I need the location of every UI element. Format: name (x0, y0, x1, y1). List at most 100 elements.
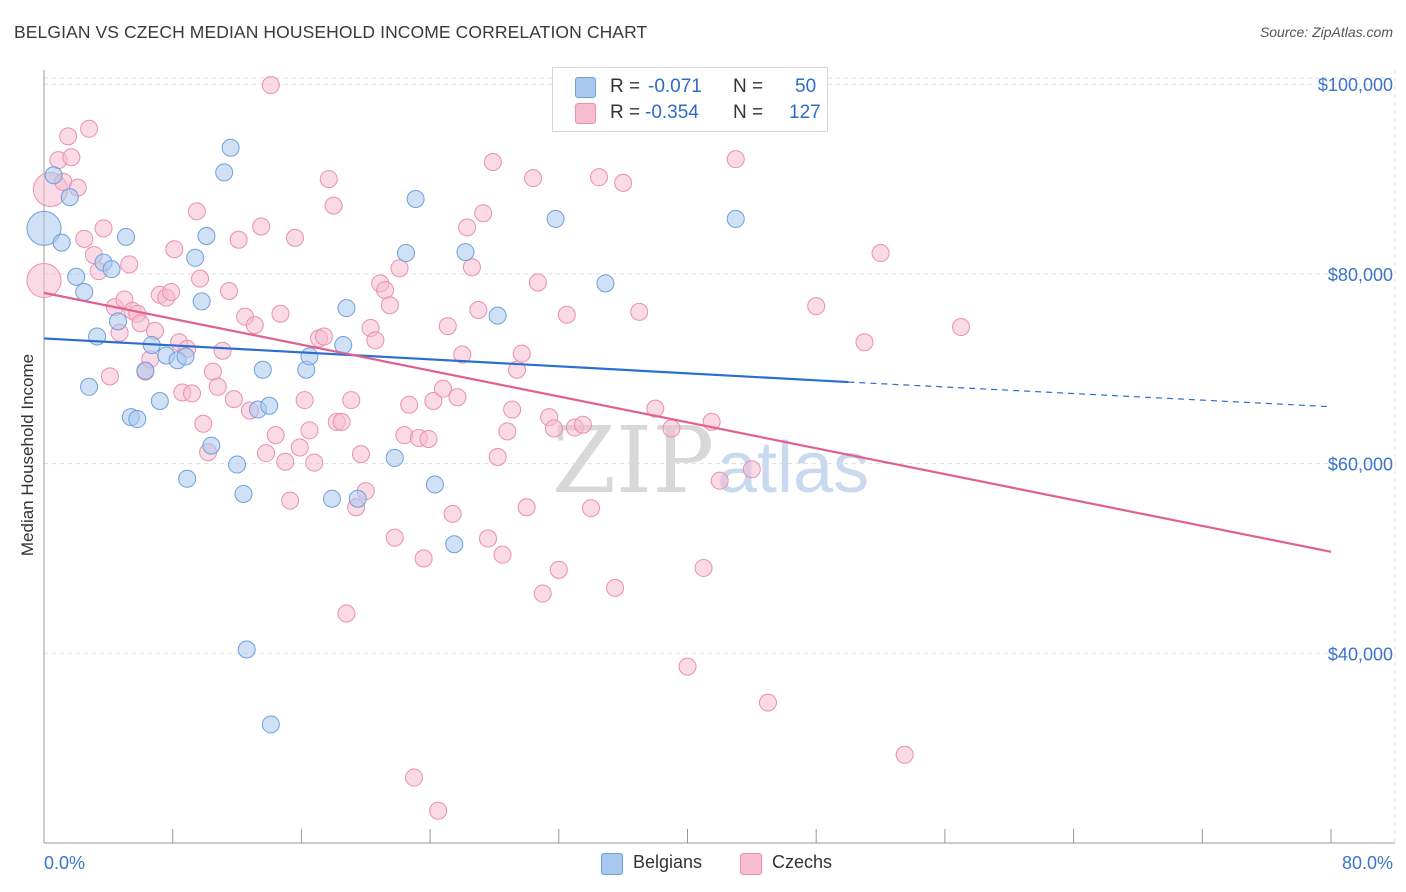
czech-point (524, 169, 543, 188)
belgian-point (202, 436, 221, 455)
watermark-atlas: atlas (717, 428, 869, 508)
czech-point (438, 317, 457, 336)
chart-title: BELGIAN VS CZECH MEDIAN HOUSEHOLD INCOME… (14, 22, 648, 42)
czech-point (646, 399, 665, 418)
czech-point (75, 229, 94, 248)
czech-point (871, 244, 890, 263)
czech-point (453, 345, 472, 364)
belgian-point (52, 233, 71, 252)
belgian-point (726, 209, 745, 228)
r-label: R = (610, 102, 641, 123)
belgian-point (192, 292, 211, 311)
czech-point (390, 259, 409, 278)
czechs-points (26, 76, 970, 820)
czech-point (324, 196, 343, 215)
n-label: N = (733, 76, 764, 97)
r-value-belgians: -0.071 (648, 76, 702, 97)
czech-point (376, 281, 395, 300)
czech-point (405, 768, 424, 787)
y-tick-label: $60,000 (1328, 455, 1393, 475)
belgian-point (176, 347, 195, 366)
czech-point (493, 545, 512, 564)
belgian-point (26, 210, 62, 246)
czech-point (131, 314, 150, 333)
belgian-point (488, 306, 507, 325)
czech-point (400, 395, 419, 414)
belgian-point (425, 475, 444, 494)
belgian-point (261, 715, 280, 734)
czech-point (614, 173, 633, 192)
belgian-point (109, 312, 128, 331)
czech-point (710, 471, 729, 490)
belgian-point (60, 188, 79, 207)
x-tick-label: 80.0% (1342, 853, 1393, 873)
x-tick-label: 0.0% (44, 853, 85, 873)
czech-point (191, 269, 210, 288)
czech-point (855, 333, 874, 352)
belgian-point (197, 226, 216, 245)
czech-point (220, 281, 239, 300)
czech-point (276, 452, 295, 471)
czech-point (549, 560, 568, 579)
n-label: N = (733, 102, 764, 123)
czech-point (80, 119, 99, 138)
czech-point (414, 549, 433, 568)
belgian-point (546, 209, 565, 228)
belgian-point (136, 361, 155, 380)
czech-point (224, 390, 243, 409)
czech-point (726, 150, 745, 169)
czech-point (295, 391, 314, 410)
belgian-point (117, 227, 136, 246)
belgian-point (385, 448, 404, 467)
czech-point (503, 400, 522, 419)
czechs-trend-line (43, 291, 1332, 553)
czech-point (165, 240, 184, 259)
czech-point (433, 379, 452, 398)
trend-lines (43, 291, 1332, 553)
belgian-point (445, 535, 464, 554)
chart-source: Source: ZipAtlas.com (1259, 24, 1393, 40)
czech-point (366, 331, 385, 350)
czechs-legend-swatch (740, 853, 762, 875)
czech-point (257, 444, 276, 463)
czech-point (94, 219, 113, 238)
czech-point (662, 419, 681, 438)
belgian-point (186, 248, 205, 267)
czech-point (281, 491, 300, 510)
czech-point (266, 426, 285, 445)
czech-point (606, 578, 625, 597)
czech-point (229, 230, 248, 249)
czech-point (544, 419, 563, 438)
belgian-point (75, 282, 94, 301)
czech-point (807, 297, 826, 316)
belgian-point (260, 396, 279, 415)
czech-point (285, 228, 304, 247)
czech-point (443, 504, 462, 523)
czech-point (203, 362, 222, 381)
czech-point (419, 429, 438, 448)
czech-point (62, 148, 81, 167)
czech-point (512, 344, 531, 363)
czech-point (474, 204, 493, 223)
czechs-legend-label: Czechs (772, 852, 833, 872)
czech-point (483, 153, 502, 172)
czech-point (590, 168, 609, 187)
belgian-point (150, 392, 169, 411)
czech-point (59, 127, 78, 146)
belgian-point (221, 138, 240, 157)
belgian-point (178, 469, 197, 488)
belgian-point (228, 455, 247, 474)
belgian-point (322, 489, 341, 508)
stats-legend: R = -0.071 N = 50 R = -0.354 N = 127 (552, 67, 828, 132)
czech-point (300, 421, 319, 440)
czech-point (694, 558, 713, 577)
watermark: ZIP atlas (552, 407, 869, 514)
r-label: R = (610, 76, 641, 97)
czech-point (573, 415, 592, 434)
czech-point (337, 604, 356, 623)
belgian-point (237, 640, 256, 659)
czech-point (194, 414, 213, 433)
czech-point (507, 360, 526, 379)
belgian-point (102, 260, 121, 279)
